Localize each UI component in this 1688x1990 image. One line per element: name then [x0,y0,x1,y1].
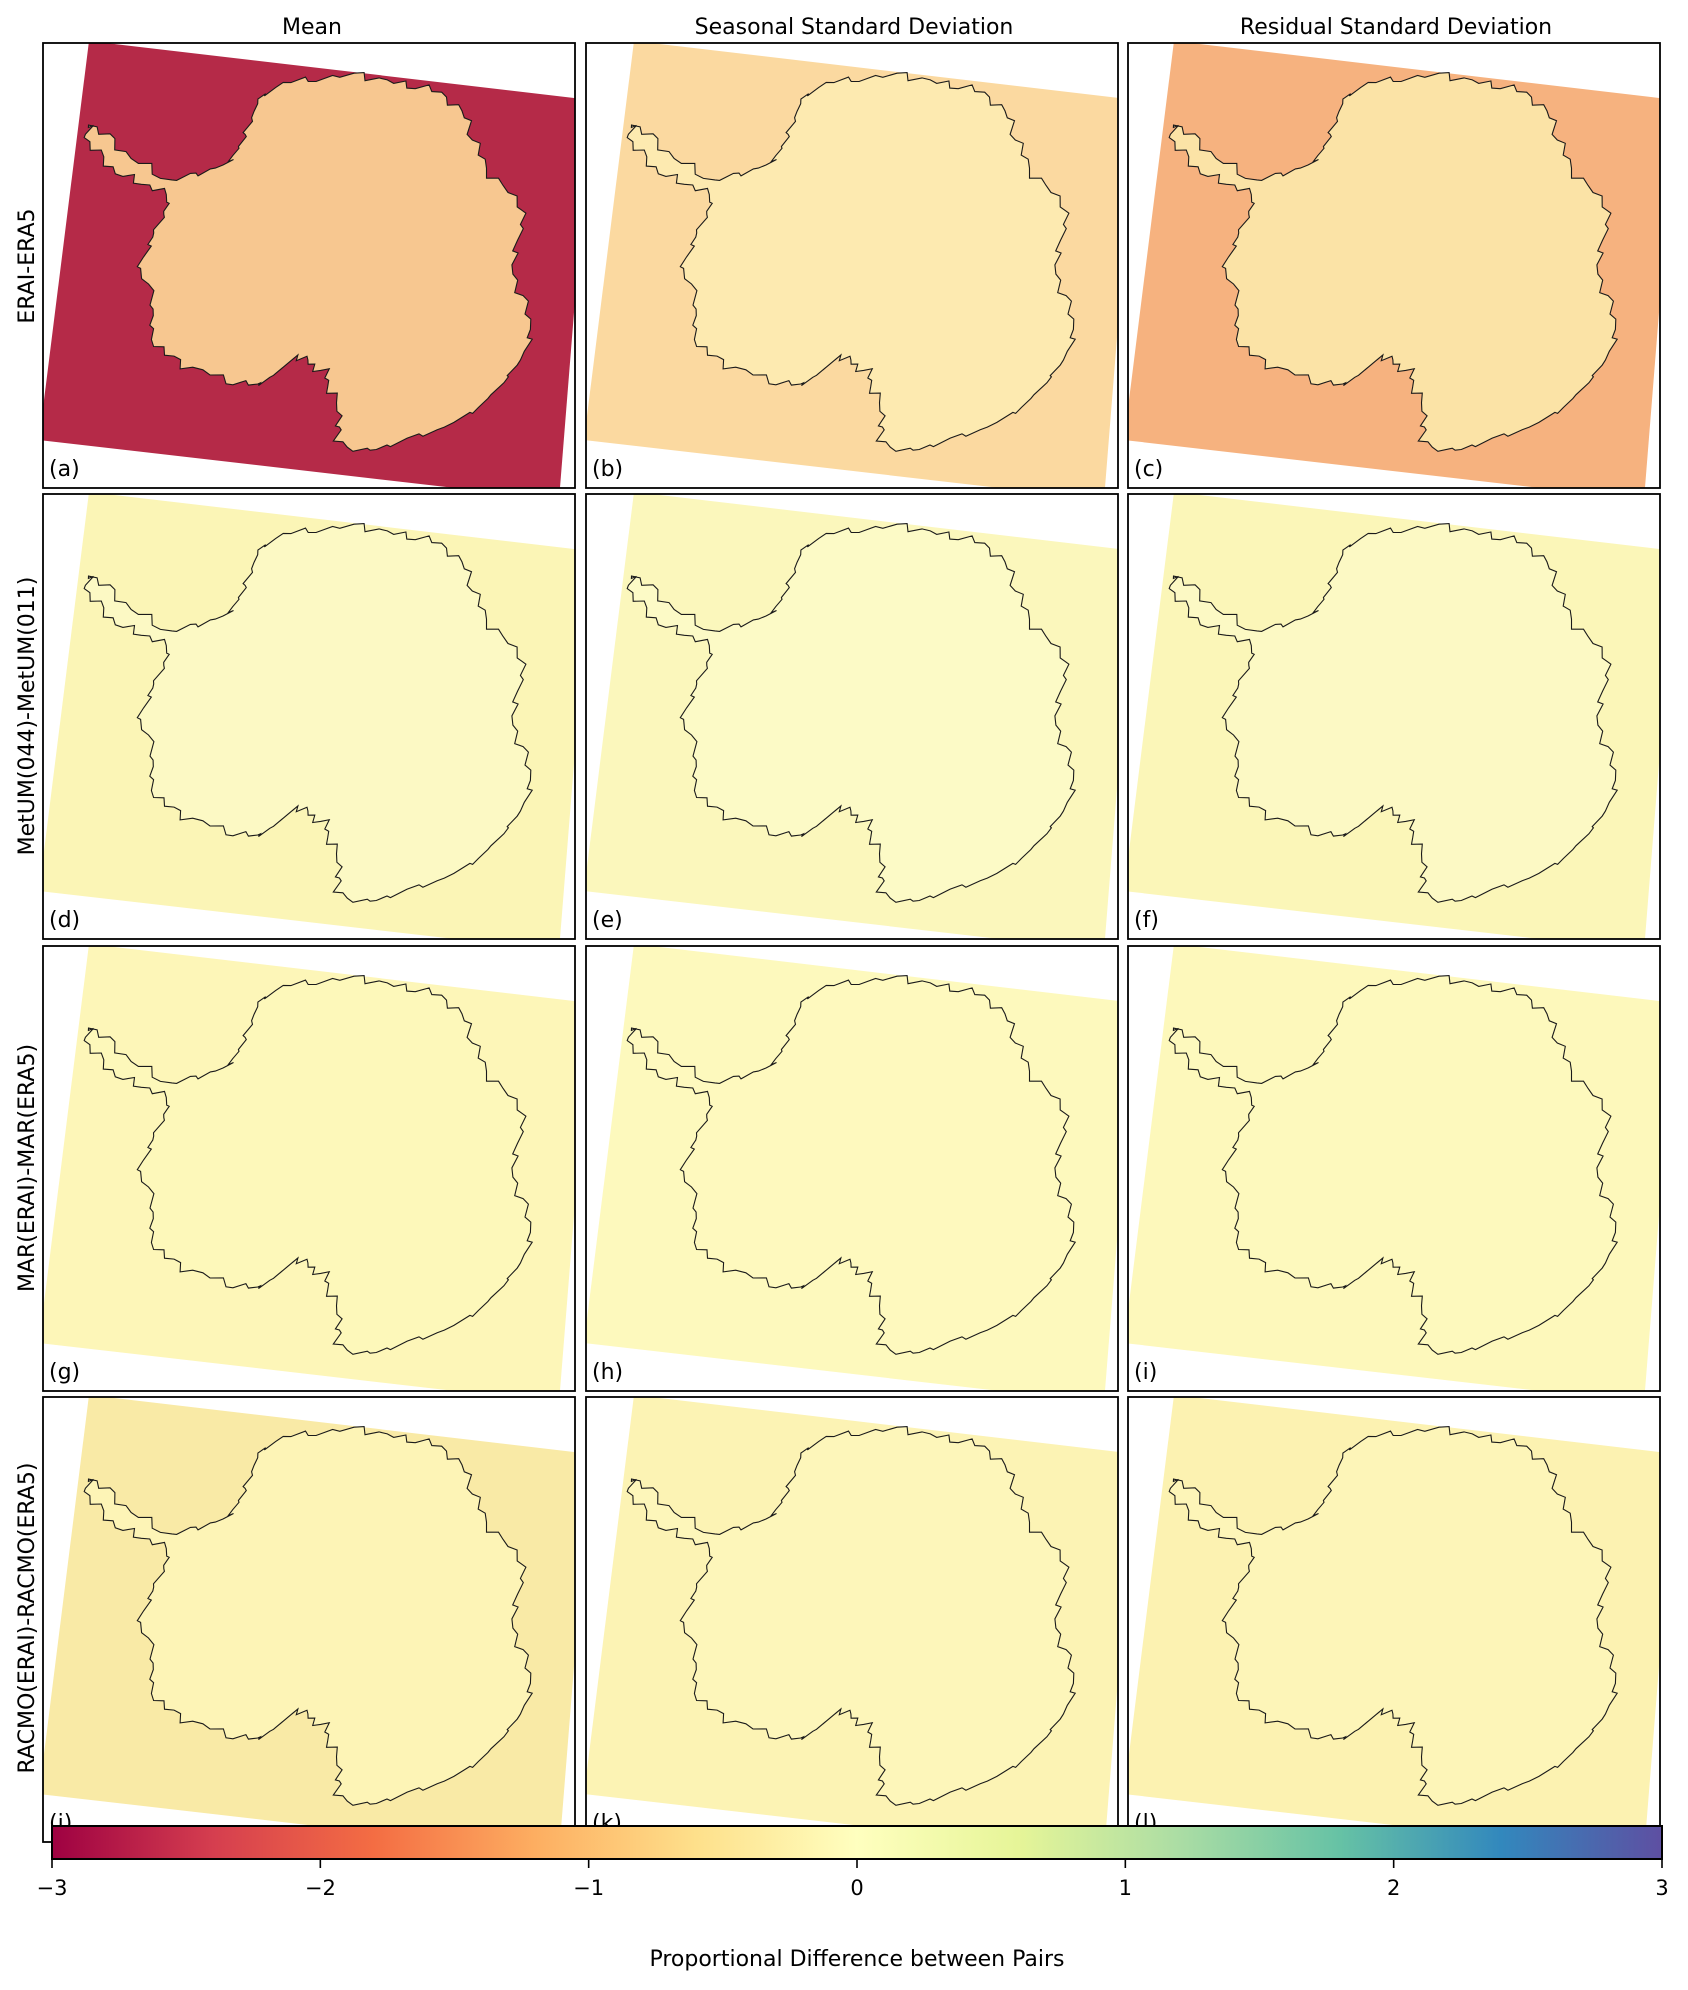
coastline [1168,523,1619,903]
coastline [83,1426,534,1806]
panel-frame [42,42,576,489]
continent-fill [84,523,533,903]
map-panel: (e) [585,493,1119,940]
coastline [1168,1426,1619,1806]
panel-frame [42,945,576,1392]
coastline [83,523,534,903]
row-label-metum: MetUM(044)-MetUM(011) [15,577,40,856]
row-labels: ERAI-ERA5 MetUM(044)-MetUM(011) MAR(ERAI… [15,208,40,1773]
coastline [83,975,534,1355]
coastline [626,523,1077,903]
panel-label: (a) [49,457,80,482]
continent-fill [1169,72,1618,452]
panel-label: (e) [592,908,623,933]
continent-fill [627,1426,1076,1806]
continent-fill [1169,975,1618,1355]
continent-fill [1169,523,1618,903]
map-panel: (k) [585,1396,1119,1843]
panel-label: (c) [1134,457,1163,482]
coastline [626,1426,1077,1806]
colorbar-gradient [51,1825,1663,1860]
coastline [83,72,534,452]
panel-label: (g) [49,1360,80,1385]
coastline [1168,72,1619,452]
panel-label: (b) [592,457,623,482]
column-title-residual-sd: Residual Standard Deviation [1240,15,1552,40]
column-titles: Mean Seasonal Standard Deviation Residua… [282,15,1552,40]
colorbar-tick-label: 3 [1655,1876,1668,1900]
row-label-mar: MAR(ERAI)-MAR(ERA5) [15,1044,40,1292]
map-panel: (j) [42,1396,576,1843]
panel-label: (d) [49,908,80,933]
colorbar-tick-label: 0 [850,1876,863,1900]
panel-label: (i) [1134,1360,1157,1385]
map-panel: (l) [1127,1396,1661,1843]
panel-frame [1127,493,1661,940]
panel-frame [585,42,1119,489]
colorbar: −3 −2 −1 0 1 2 3 Proportional Difference betwe… [37,1825,1669,1972]
colorbar-tick-label: 2 [1387,1876,1400,1900]
coastline [1168,975,1619,1355]
colorbar-tick-label: −2 [305,1876,336,1900]
continent-fill [84,975,533,1355]
colorbar-tick-label: −3 [37,1876,68,1900]
column-title-mean: Mean [282,15,342,40]
panel-frame [585,945,1119,1392]
map-panel: (a) [42,42,576,489]
coastline [626,72,1077,452]
colorbar-ticks: −3 −2 −1 0 1 2 3 [37,1859,1669,1900]
panel-frame [42,493,576,940]
map-panel: (g) [42,945,576,1392]
colorbar-tick-label: 1 [1119,1876,1132,1900]
map-panel: (c) [1127,42,1661,489]
map-panel: (d) [42,493,576,940]
panel-label: (f) [1134,908,1159,933]
colorbar-tick-label: −1 [573,1876,604,1900]
map-panel: (f) [1127,493,1661,940]
map-panel: (i) [1127,945,1661,1392]
colorbar-label: Proportional Difference between Pairs [649,1947,1064,1972]
map-panels: (a) (b) (c) (d) (e) (f) (g) (h) (i) (j) (k) (l) [42,42,1661,1843]
panel-label: (h) [592,1360,623,1385]
panel-frame [585,493,1119,940]
row-label-racmo: RACMO(ERAI)-RACMO(ERA5) [15,1463,40,1774]
coastline [626,975,1077,1355]
map-panel: (h) [585,945,1119,1392]
continent-fill [627,975,1076,1355]
row-label-erai-era5: ERAI-ERA5 [15,208,40,323]
column-title-seasonal-sd: Seasonal Standard Deviation [695,15,1014,40]
continent-fill [627,72,1076,452]
panel-frame [1127,42,1661,489]
continent-fill [627,523,1076,903]
continent-fill [84,1426,533,1806]
continent-fill [1169,1426,1618,1806]
continent-fill [84,72,533,452]
panel-frame [1127,945,1661,1392]
map-panel: (b) [585,42,1119,489]
